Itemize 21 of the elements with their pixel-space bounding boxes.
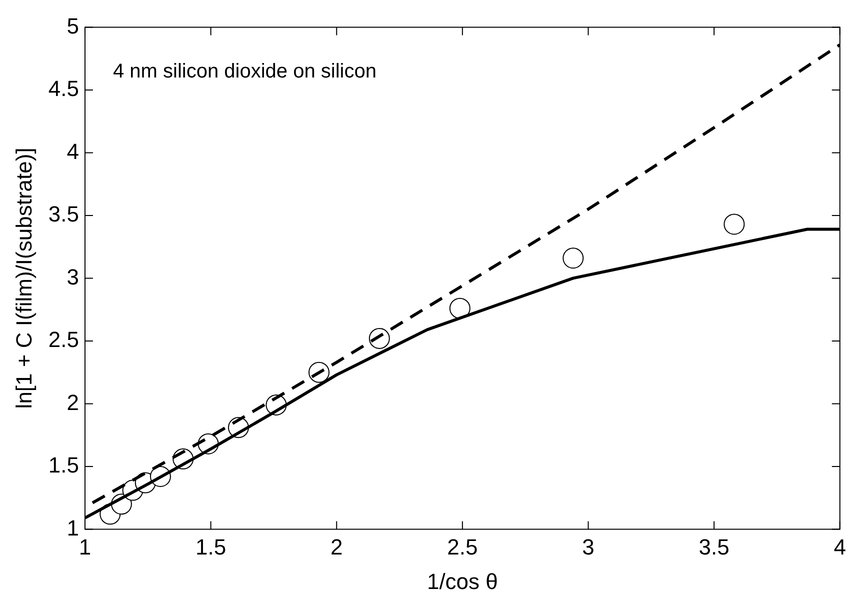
point (724, 214, 745, 235)
y-tick-label: 4 (66, 138, 79, 164)
x-tick-label: 2.5 (447, 534, 478, 560)
y-axis-title: ln[1 + C I(film)/I(substrate)] (11, 148, 36, 409)
x-tick-label: 1.5 (196, 534, 226, 560)
y-tick-label: 3.5 (48, 202, 79, 227)
y-tick-label: 4.5 (48, 76, 79, 102)
y-tick-label: 2 (66, 390, 79, 415)
x-tick-label: 3.5 (698, 534, 730, 560)
x-tick-label: 2 (330, 534, 343, 560)
point (449, 298, 470, 319)
x-tick-label: 3 (582, 534, 594, 560)
y-tick-label: 2.5 (48, 327, 79, 352)
y-tick-label: 1 (66, 515, 79, 540)
annotation: 4 nm silicon dioxide on silicon (112, 60, 376, 83)
x-axis-title: 1/cos θ (426, 568, 498, 594)
y-tick-label: 1.5 (48, 452, 79, 478)
x-tick-label: 4 (834, 534, 846, 560)
y-tick-label: 3 (66, 264, 79, 290)
y-tick-label: 5 (66, 13, 79, 38)
point (562, 248, 584, 269)
